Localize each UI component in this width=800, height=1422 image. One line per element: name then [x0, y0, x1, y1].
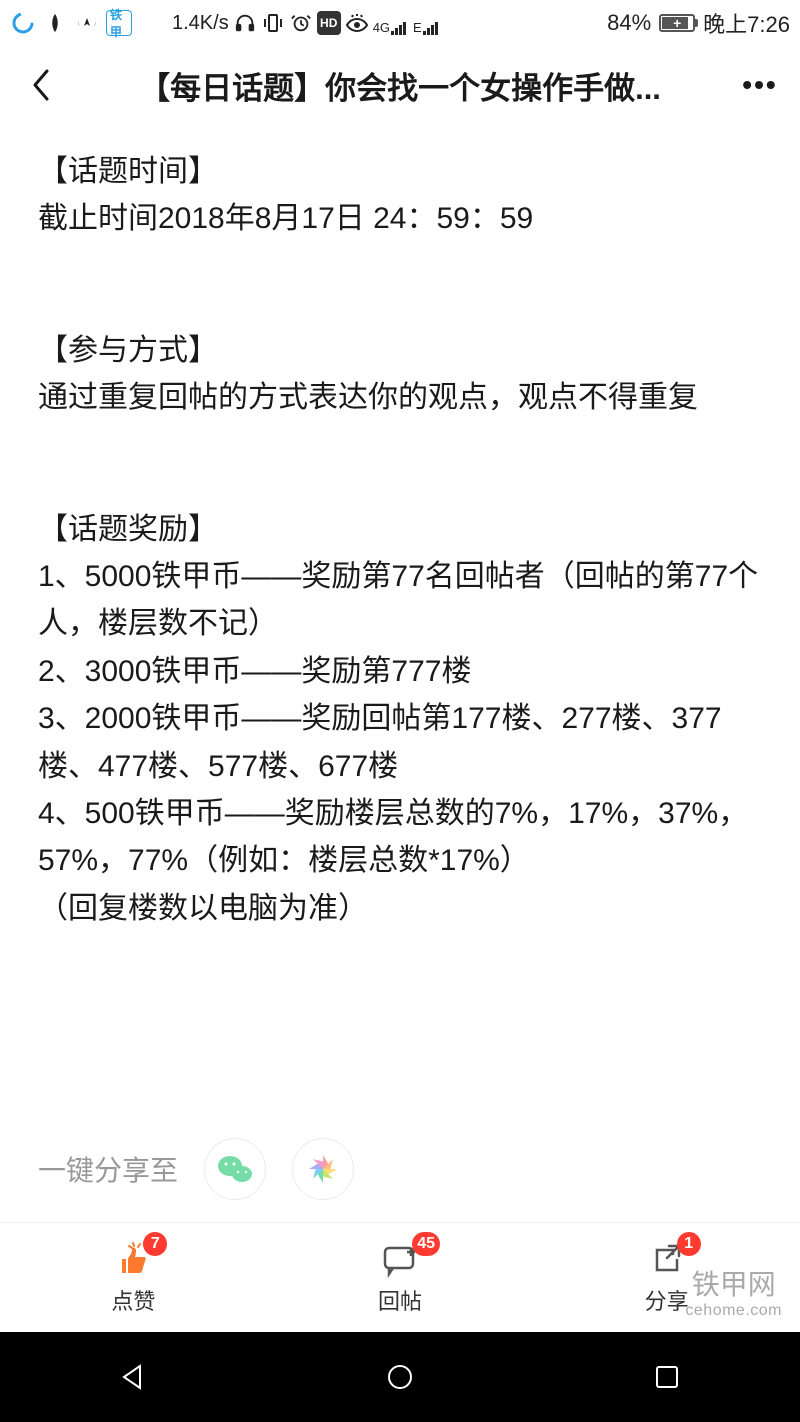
back-button[interactable] — [18, 63, 62, 107]
vibrate-icon — [261, 11, 285, 35]
moments-share-button[interactable] — [292, 1138, 354, 1200]
hd-icon: HD — [317, 11, 341, 35]
battery-icon: + — [659, 14, 695, 32]
app-icon-2 — [42, 10, 68, 36]
section-body: 截止时间2018年8月17日 24：59：59 — [38, 195, 762, 242]
section-title: 【参与方式】 — [38, 327, 762, 374]
status-center: 1.4K/s HD 4G E — [172, 11, 607, 35]
signal-4g-icon: 4G — [373, 11, 409, 35]
reply-button[interactable]: 45 回帖 — [267, 1223, 534, 1332]
section-participation: 【参与方式】 通过重复回帖的方式表达你的观点，观点不得重复 — [38, 327, 762, 422]
status-time: 晚上7:26 — [703, 7, 790, 39]
app-icon-1 — [10, 10, 36, 36]
share-label: 分享 — [645, 1284, 689, 1316]
status-right: 84% + 晚上7:26 — [607, 7, 790, 39]
more-button[interactable]: ••• — [738, 63, 782, 107]
like-badge: 7 — [143, 1232, 167, 1256]
app-icon-4: 铁甲 — [106, 10, 132, 36]
section-title: 【话题奖励】 — [38, 506, 762, 553]
post-content: 【话题时间】 截止时间2018年8月17日 24：59：59 【参与方式】 通过… — [0, 124, 800, 932]
section-rewards: 【话题奖励】 1、5000铁甲币——奖励第77名回帖者（回帖的第77个人，楼层数… — [38, 506, 762, 933]
wechat-share-button[interactable] — [204, 1138, 266, 1200]
alarm-icon — [289, 11, 313, 35]
section-time: 【话题时间】 截止时间2018年8月17日 24：59：59 — [38, 148, 762, 243]
like-label: 点赞 — [111, 1284, 155, 1316]
section-title: 【话题时间】 — [38, 148, 762, 195]
headphones-icon — [233, 11, 257, 35]
app-icon-3 — [74, 10, 100, 36]
reply-label: 回帖 — [378, 1284, 422, 1316]
like-button[interactable]: 7 点赞 — [0, 1223, 267, 1332]
watermark: 铁甲网 cehome.com — [685, 1269, 782, 1320]
nav-home-button[interactable] — [340, 1347, 460, 1407]
battery-pct: 84% — [607, 10, 651, 36]
signal-e-icon: E — [413, 11, 441, 35]
action-bar: 7 点赞 45 回帖 1 分享 — [0, 1222, 800, 1332]
eye-icon — [345, 11, 369, 35]
share-label: 一键分享至 — [38, 1149, 178, 1189]
section-body: 通过重复回帖的方式表达你的观点，观点不得重复 — [38, 374, 762, 421]
app-header: 【每日话题】你会找一个女操作手做... ••• — [0, 46, 800, 124]
nav-bar — [0, 1332, 800, 1422]
status-left: 铁甲 — [10, 10, 132, 36]
net-speed: 1.4K/s — [172, 12, 229, 35]
share-badge: 1 — [677, 1232, 701, 1256]
share-row: 一键分享至 — [38, 1138, 780, 1200]
nav-back-button[interactable] — [73, 1347, 193, 1407]
status-bar: 铁甲 1.4K/s HD 4G E 84% + 晚上7:26 — [0, 0, 800, 46]
nav-recent-button[interactable] — [607, 1347, 727, 1407]
section-body: 1、5000铁甲币——奖励第77名回帖者（回帖的第77个人，楼层数不记） 2、3… — [38, 553, 762, 932]
page-title: 【每日话题】你会找一个女操作手做... — [62, 63, 738, 108]
reply-badge: 45 — [412, 1232, 440, 1256]
